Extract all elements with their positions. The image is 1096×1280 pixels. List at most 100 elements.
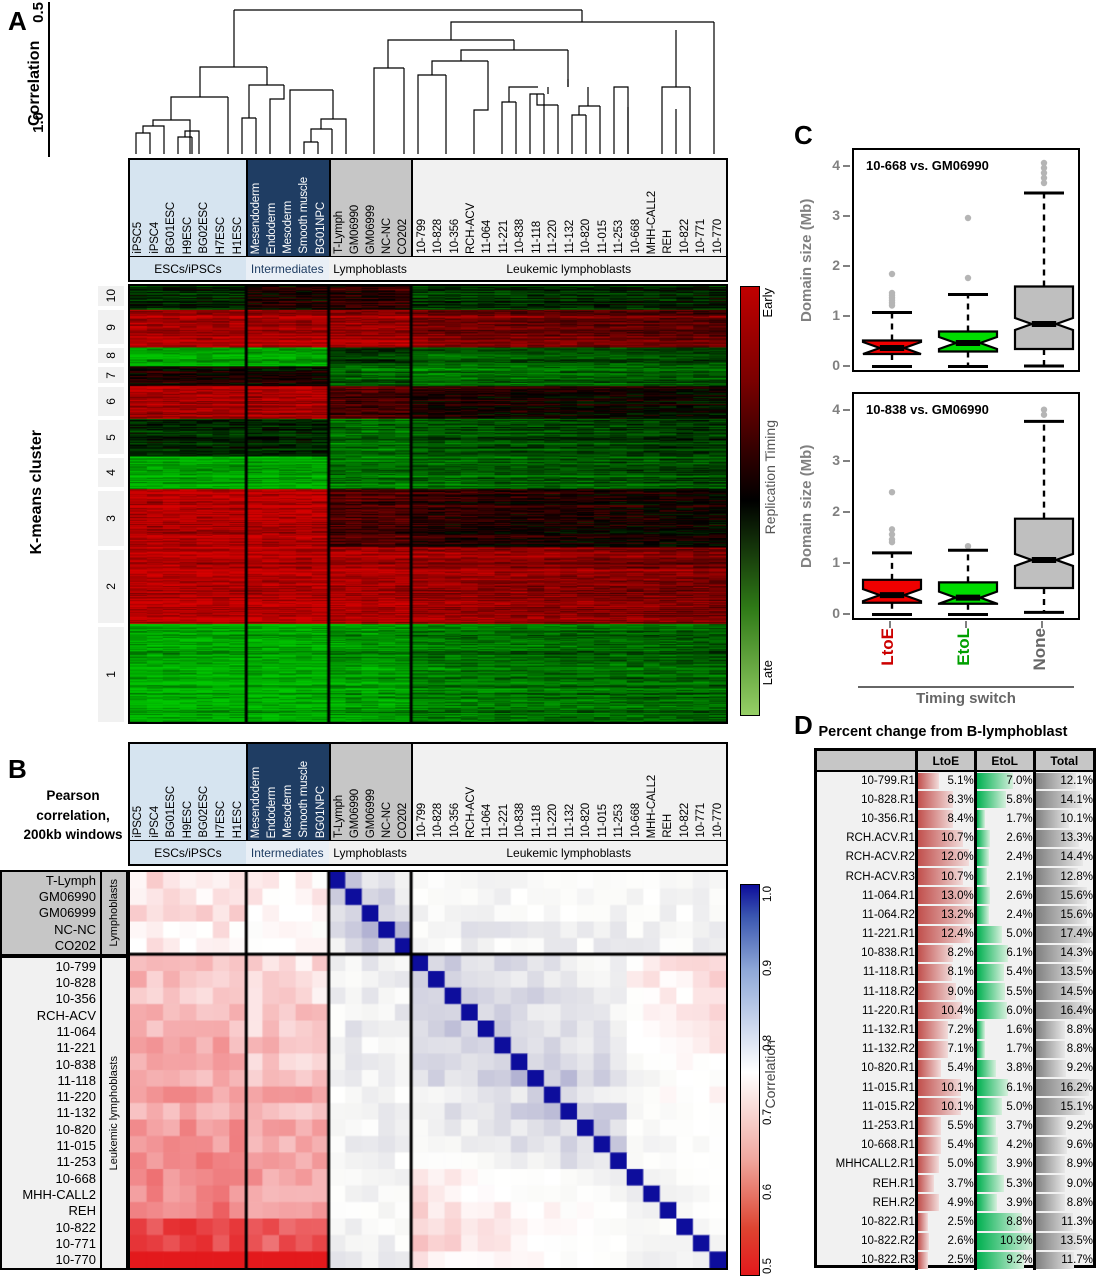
kmeans-cluster-label: 9 — [104, 323, 118, 331]
cell-value-total: 14.1% — [1060, 793, 1093, 806]
table-cell-etol: 6.1% — [973, 943, 1035, 963]
column-header-ipsc4: iPSC4 — [147, 160, 164, 254]
boxplot-ytick-1: 1 — [832, 307, 840, 323]
kmeans-cluster-3: 3 — [98, 488, 124, 548]
column-header-label: CO202 — [397, 802, 410, 838]
table-row: 10-668.R1 5.4% 4.2% 9.6% — [817, 1135, 1093, 1155]
databar-total — [1035, 1155, 1065, 1173]
table-cell-ltoe: 7.2% — [914, 1020, 976, 1040]
column-header-label: Mesoderm — [282, 785, 295, 838]
table-cell-etol: 9.2% — [973, 1250, 1035, 1270]
sample-name: 11-064.R2 — [862, 908, 915, 921]
panel-b: B Pearson correlation, 200kb windows iPS… — [0, 740, 780, 1280]
column-header-label: RCH-ACV — [465, 787, 478, 838]
row-label-10-799: 10-799 — [55, 958, 96, 974]
sample-name: 11-015.R2 — [862, 1100, 915, 1113]
databar-ltoe — [917, 1117, 942, 1135]
panel-b-description: Pearson correlation, 200kb windows — [23, 788, 123, 843]
row-label-10-838: 10-838 — [55, 1056, 96, 1072]
column-header-bg01esc: BG01ESC — [163, 160, 180, 254]
column-header-label: Smooth muscle — [298, 761, 311, 838]
cell-value-etol: 2.6% — [1006, 889, 1033, 902]
sample-name: 10-822.R3 — [861, 1254, 915, 1267]
column-header-mesendoderm: Mesendoderm — [248, 160, 264, 254]
databar-total — [1035, 887, 1088, 905]
column-header-reh: REH — [660, 744, 676, 838]
cell-value-ltoe: 8.4% — [947, 812, 974, 825]
column-header-10-356: 10-356 — [446, 744, 462, 838]
table-row: 11-064.R1 13.0% 2.6% 15.6% — [817, 886, 1093, 906]
cell-value-ltoe: 10.1% — [941, 1081, 974, 1094]
column-header-label: H1ESC — [231, 216, 244, 254]
sample-name: 10-356.R1 — [861, 812, 915, 825]
table-cell-ltoe: 5.0% — [914, 1154, 976, 1174]
table-header-sample — [817, 751, 917, 772]
column-header-label: 10-799 — [415, 219, 428, 254]
column-header-label: 11-118 — [530, 805, 543, 838]
table-cell-total: 13.5% — [1032, 1231, 1093, 1251]
column-header-ipsc5: iPSC5 — [130, 160, 147, 254]
kmeans-cluster-label: 1 — [104, 671, 118, 678]
column-header-label: 10-668 — [629, 803, 642, 838]
databar-etol — [976, 1174, 1004, 1193]
cell-value-total: 15.6% — [1060, 889, 1093, 902]
panel-a-group-lymphoblasts: T-Lymph GM06990 GM06999 NC-NC CO202 — [328, 160, 412, 256]
cell-value-etol: 2.6% — [1006, 832, 1033, 845]
kmeans-cluster-9: 9 — [98, 308, 124, 346]
table-row: 11-118.R1 8.1% 5.4% 13.5% — [817, 962, 1093, 983]
boxplot-ytickmark — [843, 165, 850, 167]
table-cell-total: 16.2% — [1032, 1078, 1093, 1098]
column-header-gm06990: GM06990 — [347, 160, 363, 254]
boxplot-ytickmark — [843, 265, 850, 267]
table-cell-total: 11.7% — [1032, 1250, 1093, 1270]
boxplot-xtick-ltoe: LtoE — [878, 628, 897, 666]
databar-ltoe — [917, 867, 964, 886]
databar-ltoe — [917, 944, 953, 962]
column-header-label: 11-132 — [563, 220, 576, 254]
kmeans-cluster-6: 6 — [98, 385, 124, 419]
column-header-label: 11-015 — [596, 804, 609, 838]
table-row: 11-253.R1 5.5% 3.7% 9.2% — [817, 1116, 1093, 1136]
column-header-mhh-call2: MHH-CALL2 — [644, 160, 660, 254]
table-cell-ltoe: 7.1% — [914, 1039, 976, 1059]
table-cell-etol: 2.4% — [973, 905, 1035, 925]
databar-total — [1035, 1040, 1065, 1058]
boxplot-xtickmark — [889, 621, 891, 628]
cell-value-ltoe: 13.2% — [941, 908, 974, 921]
cell-value-total: 8.8% — [1066, 1024, 1093, 1037]
boxplot-ytick-2: 2 — [832, 503, 840, 520]
cell-value-ltoe: 12.4% — [941, 928, 974, 941]
table-cell-ltoe: 10.7% — [914, 866, 976, 887]
table-row: 11-221.R1 12.4% 5.0% 17.4% — [817, 924, 1093, 944]
column-header-co202: CO202 — [395, 744, 411, 838]
kmeans-cluster-label: 7 — [104, 371, 118, 379]
column-header-label: Mesendoderm — [249, 182, 262, 254]
table-cell-ltoe: 4.9% — [914, 1193, 976, 1213]
table-cell-ltoe: 10.4% — [914, 1001, 976, 1021]
column-header-10-838: 10-838 — [512, 160, 528, 254]
databar-ltoe — [917, 1136, 941, 1154]
table-cell-total: 11.3% — [1032, 1212, 1093, 1232]
cell-value-total: 8.9% — [1066, 1158, 1093, 1171]
databar-etol — [976, 906, 990, 924]
cell-value-total: 9.2% — [1066, 1062, 1093, 1075]
cell-value-ltoe: 2.5% — [947, 1215, 974, 1228]
sample-name: 11-253.R1 — [862, 1119, 915, 1132]
boxplot-ylabel: Domain size (Mb) — [798, 444, 815, 568]
column-header-label: 10-822 — [678, 803, 691, 838]
sample-name: 10-822.R2 — [861, 1235, 915, 1248]
panel-a-group-label-intermediates: Intermediates — [245, 256, 329, 280]
databar-etol — [976, 1040, 986, 1058]
row-label-11-221: 11-221 — [56, 1040, 96, 1056]
table-cell-etol: 5.0% — [973, 1097, 1035, 1117]
panel-b-group-label-escs: ESCs/iPSCs — [130, 840, 246, 864]
column-header-smooth-muscle: Smooth muscle — [296, 744, 312, 838]
table-cell-ltoe: 13.2% — [914, 905, 976, 925]
table-row: 11-118.R2 9.0% 5.5% 14.5% — [817, 982, 1093, 1002]
boxplot-xtick-etol: EtoL — [954, 628, 973, 666]
table-cell-etol: 1.6% — [973, 1020, 1035, 1040]
databar-etol — [976, 1098, 1003, 1116]
databar-etol — [976, 867, 988, 886]
table-cell-etol: 3.9% — [973, 1154, 1035, 1174]
row-label-t-lymph: T-Lymph — [45, 872, 96, 888]
